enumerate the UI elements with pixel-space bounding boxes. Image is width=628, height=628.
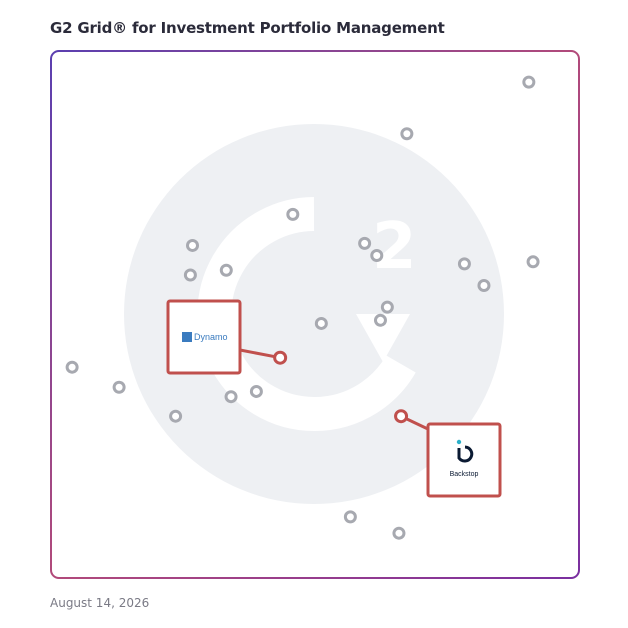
product-label: Backstop bbox=[450, 471, 479, 478]
product-point[interactable] bbox=[183, 268, 197, 282]
product-point[interactable] bbox=[394, 409, 409, 424]
product-point[interactable] bbox=[314, 316, 328, 330]
backstop-logo-icon bbox=[457, 445, 474, 463]
product-point[interactable] bbox=[286, 207, 300, 221]
product-point[interactable] bbox=[526, 255, 540, 269]
product-point[interactable] bbox=[373, 313, 387, 327]
product-point[interactable] bbox=[219, 263, 233, 277]
points-layer: Dynamo Backstop bbox=[65, 75, 540, 540]
report-date: August 14, 2026 bbox=[50, 596, 150, 610]
page-title: G2 Grid® for Investment Portfolio Manage… bbox=[50, 19, 445, 37]
product-point[interactable] bbox=[522, 75, 536, 89]
product-point[interactable] bbox=[457, 257, 471, 271]
product-point[interactable] bbox=[370, 248, 384, 262]
product-point[interactable] bbox=[400, 127, 414, 141]
product-point[interactable] bbox=[249, 384, 263, 398]
product-point[interactable] bbox=[392, 526, 406, 540]
product-point[interactable] bbox=[186, 238, 200, 252]
product-point[interactable] bbox=[358, 236, 372, 250]
highlighted-product-backstop[interactable]: Backstop bbox=[394, 409, 502, 498]
product-point[interactable] bbox=[169, 409, 183, 423]
product-logo-box[interactable] bbox=[166, 299, 242, 375]
dynamo-logo-icon bbox=[182, 332, 192, 342]
product-point[interactable] bbox=[65, 360, 79, 374]
product-label: Dynamo bbox=[194, 332, 228, 342]
svg-text:2: 2 bbox=[372, 210, 417, 284]
product-point[interactable] bbox=[380, 300, 394, 314]
product-point[interactable] bbox=[273, 350, 288, 365]
product-point[interactable] bbox=[224, 390, 238, 404]
backstop-logo-dot bbox=[456, 439, 462, 445]
product-point[interactable] bbox=[112, 380, 126, 394]
product-point[interactable] bbox=[477, 279, 491, 293]
product-point[interactable] bbox=[343, 510, 357, 524]
grid-frame bbox=[50, 50, 580, 579]
highlighted-product-dynamo[interactable]: Dynamo bbox=[166, 299, 288, 375]
